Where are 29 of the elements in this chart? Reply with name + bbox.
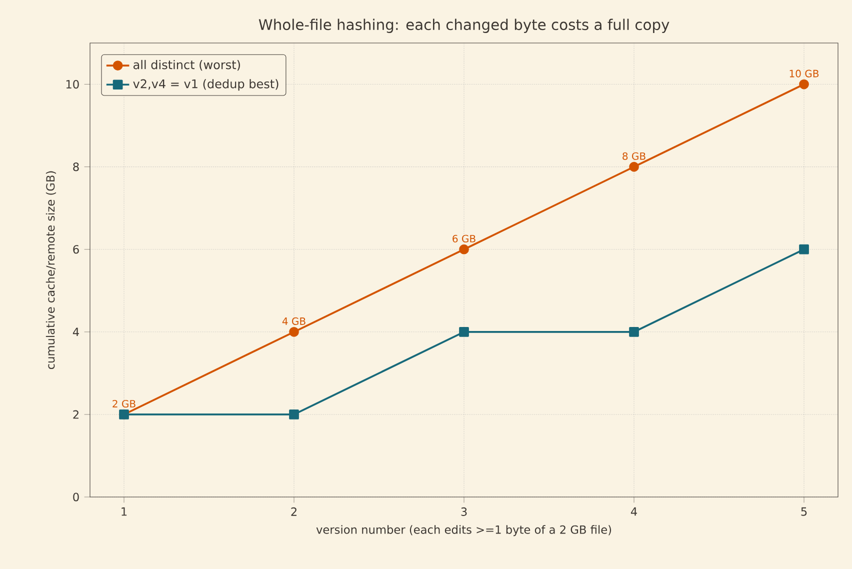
- point: [799, 79, 809, 90]
- data-label: 6 GB: [452, 234, 476, 242]
- y-tick-label: 6: [73, 245, 79, 254]
- x-tick-label: 1: [122, 507, 127, 516]
- point: [289, 410, 299, 420]
- data-label: 2 GB: [112, 400, 136, 408]
- data-label: 4 GB: [282, 317, 306, 325]
- x-axis-title: version number (each edits >=1 byte of a 2 GB file): [316, 525, 612, 536]
- point: [459, 244, 469, 254]
- legend-label: v2,v4 = v1 (dedup best): [133, 79, 278, 91]
- y-tick-label: 8: [73, 162, 79, 172]
- point: [459, 326, 469, 337]
- legend-label: all distinct (worst): [134, 60, 240, 71]
- y-tick-label: 4: [72, 328, 79, 336]
- x-tick-label: 5: [801, 507, 807, 516]
- point: [289, 326, 299, 337]
- data-label: 10 GB: [790, 70, 819, 78]
- y-axis-title: cumulative cache/remote size (GB): [46, 171, 56, 370]
- point: [799, 244, 809, 254]
- y-tick-label: 10: [66, 80, 79, 89]
- chart-title: Whole-file hashing: each changed byte costs a full copy: [258, 18, 670, 33]
- point: [629, 162, 639, 172]
- x-tick-label: 2: [291, 507, 296, 516]
- y-tick-label: 0: [73, 492, 79, 502]
- y-tick-label: 2: [73, 410, 78, 419]
- x-tick-label: 3: [461, 507, 467, 516]
- point: [629, 326, 639, 337]
- x-tick-label: 4: [630, 507, 637, 516]
- data-label: 8 GB: [622, 152, 646, 160]
